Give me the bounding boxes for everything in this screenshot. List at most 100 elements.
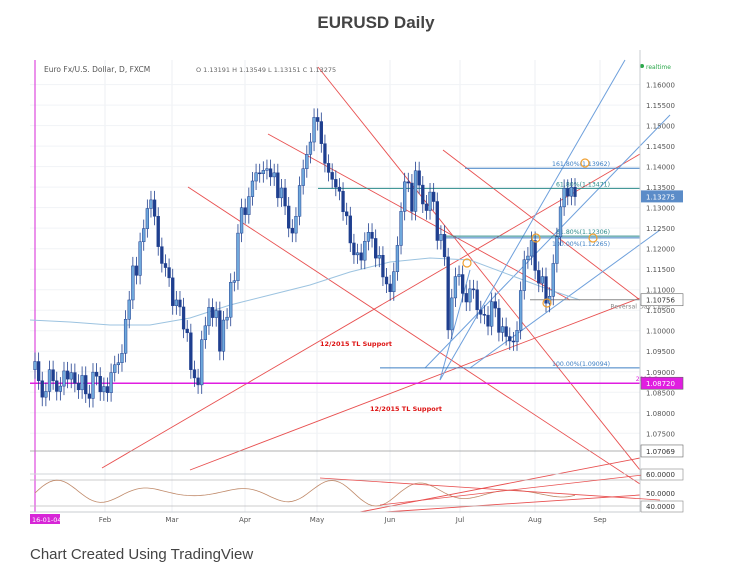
candle xyxy=(51,360,55,390)
candle xyxy=(69,363,73,389)
candle xyxy=(573,178,577,206)
rsi-trend-line xyxy=(319,477,661,501)
candle xyxy=(276,163,280,207)
tl-support-label: 12/2015 TL Support xyxy=(320,340,392,348)
candle-body xyxy=(134,265,139,276)
candle-body xyxy=(377,255,381,259)
trend-line xyxy=(317,66,641,471)
candle-body xyxy=(142,228,146,242)
x-tick-label: May xyxy=(310,516,324,524)
candle-body xyxy=(55,380,59,392)
candle xyxy=(294,207,298,243)
candle-body xyxy=(40,380,44,398)
candle-body xyxy=(301,168,305,186)
candle-body xyxy=(247,196,251,215)
candle xyxy=(515,321,519,351)
candle-body xyxy=(91,371,95,399)
tl-support-label: 12/2015 TL Support xyxy=(370,405,442,413)
candle-body xyxy=(381,255,385,278)
y-tick-label: 1.09000 xyxy=(646,369,675,377)
candle xyxy=(526,247,530,269)
candle xyxy=(225,308,229,330)
pitchfork-line xyxy=(439,59,626,381)
candle-body xyxy=(87,393,92,399)
candle-body xyxy=(355,252,360,256)
candle-body xyxy=(138,241,142,276)
candle-body xyxy=(178,299,182,308)
candle-body xyxy=(102,386,106,393)
candle xyxy=(239,198,244,243)
candle xyxy=(345,202,349,225)
rsi-trend-line xyxy=(379,472,661,506)
candle-body xyxy=(435,201,439,241)
candle xyxy=(421,176,425,214)
y-tick-label: 1.07500 xyxy=(646,430,675,438)
candle-body xyxy=(370,232,374,239)
candle xyxy=(214,301,218,327)
candle xyxy=(403,172,407,221)
candle-body xyxy=(167,267,171,279)
candle-body xyxy=(432,191,436,202)
candle xyxy=(44,382,48,407)
pitchfork-line xyxy=(424,114,671,369)
candle-body xyxy=(352,242,356,256)
candle xyxy=(301,159,305,195)
candle xyxy=(218,301,222,361)
price-badge xyxy=(640,376,684,390)
candle xyxy=(192,360,197,387)
candle xyxy=(493,292,497,318)
candle xyxy=(102,377,106,401)
candle-body xyxy=(73,372,77,384)
rsi-level-label: 40.0000 xyxy=(646,503,675,511)
y-tick-label: 1.08500 xyxy=(646,389,675,397)
realtime-label: realtime xyxy=(646,64,671,71)
y-tick-label: 1.10000 xyxy=(646,328,675,336)
candle xyxy=(185,320,189,342)
candle-body xyxy=(239,207,244,234)
trend-line xyxy=(442,149,641,301)
candle-body xyxy=(120,353,124,363)
candle xyxy=(522,250,526,300)
candle-body xyxy=(461,274,465,294)
candle-body xyxy=(287,205,291,229)
y-tick-label: 1.11000 xyxy=(646,287,675,295)
candle xyxy=(160,237,164,273)
candle xyxy=(468,279,472,312)
candle-body xyxy=(94,371,99,377)
candle-body xyxy=(468,288,472,303)
y-tick-label: 1.14500 xyxy=(646,143,675,151)
price-axis: Euro Fx/U.S. Dollar, D, FXCM O 1.13191 H … xyxy=(30,50,684,512)
x-tick-label: Aug xyxy=(528,516,542,524)
rsi-level-badge xyxy=(640,468,684,481)
candle-body xyxy=(537,270,541,284)
candle-body xyxy=(428,191,432,211)
candle xyxy=(210,298,215,327)
candle xyxy=(312,108,316,152)
candle xyxy=(392,262,396,301)
candle xyxy=(384,267,389,293)
y-tick-label: 1.15000 xyxy=(646,123,675,131)
candle-body xyxy=(522,259,526,291)
candle xyxy=(457,265,461,286)
candle xyxy=(178,290,182,316)
candle-body xyxy=(330,172,334,180)
candle-body xyxy=(76,382,81,391)
y-tick-label: 1.08000 xyxy=(646,410,675,418)
candle xyxy=(366,223,371,251)
trend-line xyxy=(187,186,641,485)
candle xyxy=(482,305,487,325)
candle xyxy=(105,377,110,402)
candle-body xyxy=(283,187,287,207)
candle-body xyxy=(457,274,461,277)
candle-body xyxy=(323,143,327,164)
candle xyxy=(167,258,171,287)
candle xyxy=(352,233,356,264)
candle xyxy=(221,311,226,361)
candle xyxy=(203,316,207,349)
candle xyxy=(250,171,255,206)
candle-body xyxy=(562,188,566,208)
candle-body xyxy=(160,246,164,264)
candle xyxy=(355,243,360,264)
